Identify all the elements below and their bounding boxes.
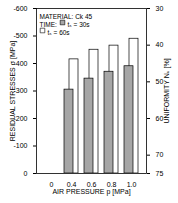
svg-text:0.4: 0.4 (66, 181, 77, 189)
svg-text:60: 60 (155, 114, 164, 122)
svg-text:tₛ = 30s: tₛ = 30s (68, 21, 91, 28)
svg-text:AIR PRESSURE p [MPa]: AIR PRESSURE p [MPa] (52, 188, 130, 196)
svg-text:1.0: 1.0 (126, 181, 137, 189)
svg-text:-300: -300 (13, 87, 28, 95)
svg-text:30: 30 (156, 5, 164, 12)
svg-text:TIME:: TIME: (40, 21, 58, 28)
svg-text:40: 40 (156, 41, 164, 48)
svg-text:MATERIAL: Ck 45: MATERIAL: Ck 45 (40, 13, 93, 20)
svg-text:70: 70 (156, 151, 164, 158)
svg-text:0.8: 0.8 (106, 181, 117, 189)
svg-text:0.6: 0.6 (86, 181, 97, 189)
svg-text:-200: -200 (13, 114, 28, 122)
svg-text:-400: -400 (13, 59, 28, 67)
svg-text:-500: -500 (13, 32, 27, 39)
svg-text:RESIDUAL STRESSES σ [MPa]: RESIDUAL STRESSES σ [MPa] (9, 41, 17, 142)
svg-text:-600: -600 (13, 5, 27, 12)
svg-text:tₛ = 60s: tₛ = 60s (48, 29, 71, 36)
svg-text:0: 0 (24, 170, 28, 177)
svg-text:0: 0 (49, 181, 54, 189)
svg-text:75: 75 (156, 170, 164, 177)
svg-text:-100: -100 (13, 142, 27, 149)
svg-text:50: 50 (155, 78, 164, 86)
svg-text:UNIFORMITY Nᵤ [%]: UNIFORMITY Nᵤ [%] (163, 58, 171, 123)
